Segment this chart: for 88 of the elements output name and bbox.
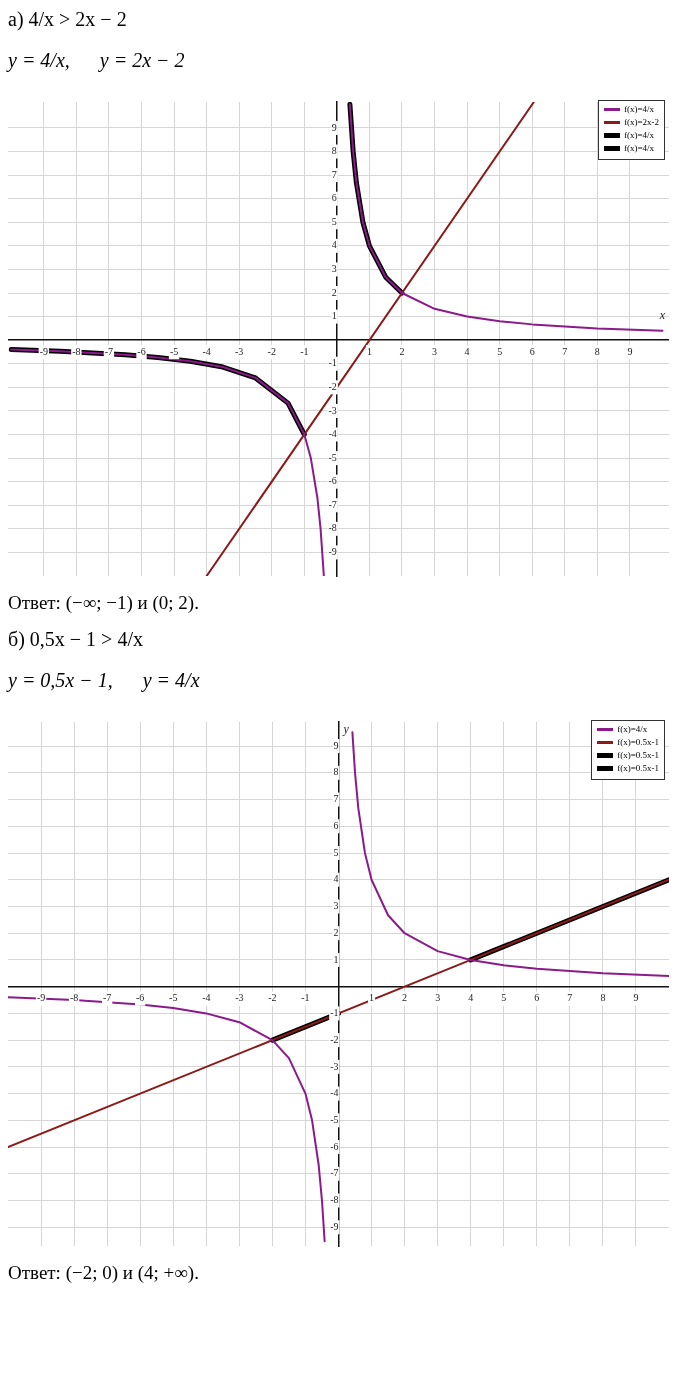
x-tick-label: 3: [435, 992, 441, 1004]
legend-label: f(x)=4/x: [623, 104, 654, 114]
x-tick-label: 9: [627, 345, 633, 357]
x-tick-label: -7: [104, 345, 114, 357]
chart-title: а) 4/x > 2x − 2: [8, 8, 128, 31]
x-tick-label: -4: [202, 345, 211, 357]
y-tick-label: 4: [331, 239, 337, 251]
y-tick-label: 9: [333, 739, 339, 751]
legend-label: f(x)=0.5x-1: [617, 763, 659, 773]
chart-subtitle: y = 0,5x − 1, y = 4/x: [8, 669, 201, 692]
y-tick-label: -3: [328, 404, 337, 416]
y-tick-label: -7: [330, 1167, 339, 1179]
y-tick-label: -5: [328, 451, 337, 463]
x-tick-label: 1: [366, 345, 372, 357]
y-tick-label: 1: [333, 953, 339, 965]
x-tick-label: 7: [562, 345, 568, 357]
y-tick-label: 7: [331, 168, 337, 180]
legend-label: f(x)=0.5x-1: [617, 750, 659, 760]
y-tick-label: -6: [328, 475, 337, 487]
x-tick-label: -7: [102, 992, 112, 1004]
y-tick-label: 2: [333, 926, 339, 938]
x-tick-label: 5: [501, 992, 507, 1004]
y-tick-label: 6: [333, 819, 339, 831]
y-tick-label: 3: [333, 900, 339, 912]
y-tick-label: -3: [330, 1060, 339, 1072]
y-tick-label: -1: [328, 357, 337, 369]
x-tick-label: -8: [69, 992, 79, 1004]
x-tick-label: -1: [301, 992, 310, 1004]
y-tick-label: 8: [333, 766, 339, 778]
y-tick-label: -5: [330, 1113, 339, 1125]
legend-label: f(x)=0.5x-1: [617, 737, 659, 747]
y-axis-title: y: [342, 722, 350, 737]
y-tick-label: 7: [333, 793, 339, 805]
y-tick-label: -9: [328, 546, 337, 558]
y-tick-label: -2: [330, 1033, 339, 1045]
x-tick-label: -6: [137, 345, 146, 357]
x-tick-label: 4: [468, 992, 474, 1004]
chart-title: б) 0,5x − 1 > 4/x: [8, 628, 144, 651]
x-tick-label: 8: [600, 992, 606, 1004]
y-tick-label: 2: [331, 286, 337, 298]
y-tick-label: 4: [333, 873, 339, 885]
y-tick-label: 3: [331, 263, 337, 275]
x-tick-label: -8: [72, 345, 81, 357]
y-tick-label: 6: [331, 192, 337, 204]
y-tick-label: -4: [328, 428, 337, 440]
text: Ответ: (−2; 0) и (4; +∞).: [8, 1262, 200, 1284]
x-tick-label: 6: [529, 345, 535, 357]
x-tick-label: -5: [169, 345, 179, 357]
x-tick-label: 2: [402, 992, 408, 1004]
x-tick-label: -3: [235, 345, 244, 357]
y-tick-label: 9: [331, 121, 337, 133]
x-tick-label: 7: [567, 992, 573, 1004]
text: Ответ: (−∞; −1) и (0; 2).: [8, 592, 200, 614]
y-tick-label: 5: [333, 846, 339, 858]
chart-subtitle: y = 4/x, y = 2x − 2: [8, 49, 186, 72]
y-tick-label: -6: [330, 1140, 339, 1152]
y-tick-label: -8: [330, 1194, 339, 1206]
x-tick-label: -4: [202, 992, 211, 1004]
x-tick-label: -2: [268, 992, 277, 1004]
y-tick-label: -2: [328, 380, 337, 392]
x-tick-label: 6: [534, 992, 540, 1004]
y-tick-label: -7: [328, 498, 337, 510]
x-tick-label: -5: [169, 992, 178, 1004]
legend-label: f(x)=4/x: [617, 724, 648, 734]
x-tick-label: -3: [235, 992, 244, 1004]
x-tick-label: -6: [136, 992, 145, 1004]
x-tick-label: -1: [300, 345, 309, 357]
y-tick-label: -9: [330, 1220, 339, 1232]
x-tick-label: 4: [464, 345, 470, 357]
y-tick-label: 8: [331, 145, 337, 157]
y-tick-label: 1: [331, 310, 337, 322]
x-tick-label: 2: [399, 345, 405, 357]
y-tick-label: -8: [328, 522, 337, 534]
x-tick-label: 5: [497, 345, 503, 357]
x-tick-label: 1: [369, 992, 375, 1004]
legend-label: f(x)=4/x: [623, 143, 654, 153]
x-tick-label: 3: [432, 345, 438, 357]
y-tick-label: -1: [330, 1007, 339, 1019]
x-tick-label: 8: [594, 345, 600, 357]
y-tick-label: 5: [331, 215, 337, 227]
y-tick-label: -4: [330, 1087, 339, 1099]
legend-label: f(x)=2x-2: [623, 117, 659, 127]
x-axis-title: x: [658, 308, 666, 323]
x-tick-label: -9: [39, 345, 48, 357]
x-tick-label: -9: [36, 992, 46, 1004]
x-tick-label: -2: [267, 345, 276, 357]
legend-label: f(x)=4/x: [623, 130, 654, 140]
x-tick-label: 9: [633, 992, 639, 1004]
